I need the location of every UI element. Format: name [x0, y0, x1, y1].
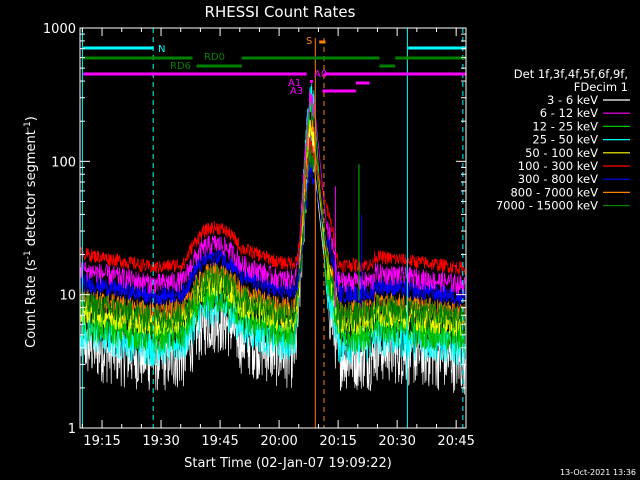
plot-frame [79, 27, 467, 429]
series-line-1 [80, 91, 466, 296]
flag-label-rd6: RD6 [170, 61, 191, 72]
legend-label-7: 800 - 7000 keV [510, 185, 598, 199]
x-tick-label-2: 19:45 [201, 434, 238, 449]
x-tick-label-1: 19:30 [142, 434, 179, 449]
legend-label-0: 3 - 6 keV [547, 93, 598, 107]
legend-label-6: 300 - 800 keV [518, 172, 598, 186]
x-axis-label: Start Time (02-Jan-07 19:09:22) [184, 456, 392, 471]
x-tick-label-5: 20:30 [378, 434, 415, 449]
axes-layer: 19:15 19:30 19:45 20:00 20:15 20:30 20:45 1 10 10… [43, 22, 475, 449]
flag-label-n: N [158, 44, 165, 55]
legend-label-3: 25 - 50 keV [532, 133, 598, 147]
series-layer [80, 83, 466, 395]
flag-label-a3: A3 [290, 86, 303, 97]
x-tick-label-3: 20:00 [260, 434, 297, 449]
y-label-part1: Count Rate (s [24, 259, 39, 348]
flag-label-a1: A1 [288, 78, 301, 89]
legend-label-1: 6 - 12 keV [540, 106, 598, 120]
y-tick-label-3: 1000 [43, 22, 76, 37]
chart-title: RHESSI Count Rates [205, 3, 356, 21]
y-label-part3: ) [24, 116, 39, 121]
legend-label-5: 100 - 300 keV [518, 159, 598, 173]
legend-label-2: 12 - 25 keV [532, 119, 598, 133]
legend-header-line1: Det 1f,3f,4f,5f,6f,9f, [514, 67, 628, 81]
y-label-part2: detector segment [24, 130, 39, 250]
x-tick-label-0: 19:15 [83, 434, 120, 449]
legend: Det 1f,3f,4f,5f,6f,9f, FDecim 1 3 - 6 ke… [496, 67, 630, 213]
series-line-8 [80, 138, 466, 333]
y-tick-label-1: 10 [59, 289, 76, 304]
y-axis-label: Count Rate (s-1 detector segment-1) [23, 116, 39, 348]
flag-label-a0: A0 [314, 69, 327, 80]
y-tick-label-0: 1 [68, 422, 76, 437]
footer-date: 13-Oct-2021 13:36 [560, 468, 636, 477]
legend-label-8: 7000 - 15000 keV [496, 199, 598, 213]
y-label-exp2: -1 [23, 121, 33, 130]
y-tick-label-2: 100 [51, 155, 76, 170]
legend-label-4: 50 - 100 keV [525, 146, 598, 160]
y-label-exp1: -1 [23, 250, 33, 259]
series-line-5 [80, 137, 466, 276]
x-tick-label-6: 20:45 [437, 434, 474, 449]
flag-label-s: S [306, 36, 312, 47]
legend-header-line2: FDecim 1 [574, 80, 628, 94]
series-line-6 [80, 159, 466, 307]
flag-label-rd0: RD0 [204, 52, 225, 63]
x-tick-label-4: 20:15 [319, 434, 356, 449]
flag-dot-a1 [309, 80, 313, 83]
